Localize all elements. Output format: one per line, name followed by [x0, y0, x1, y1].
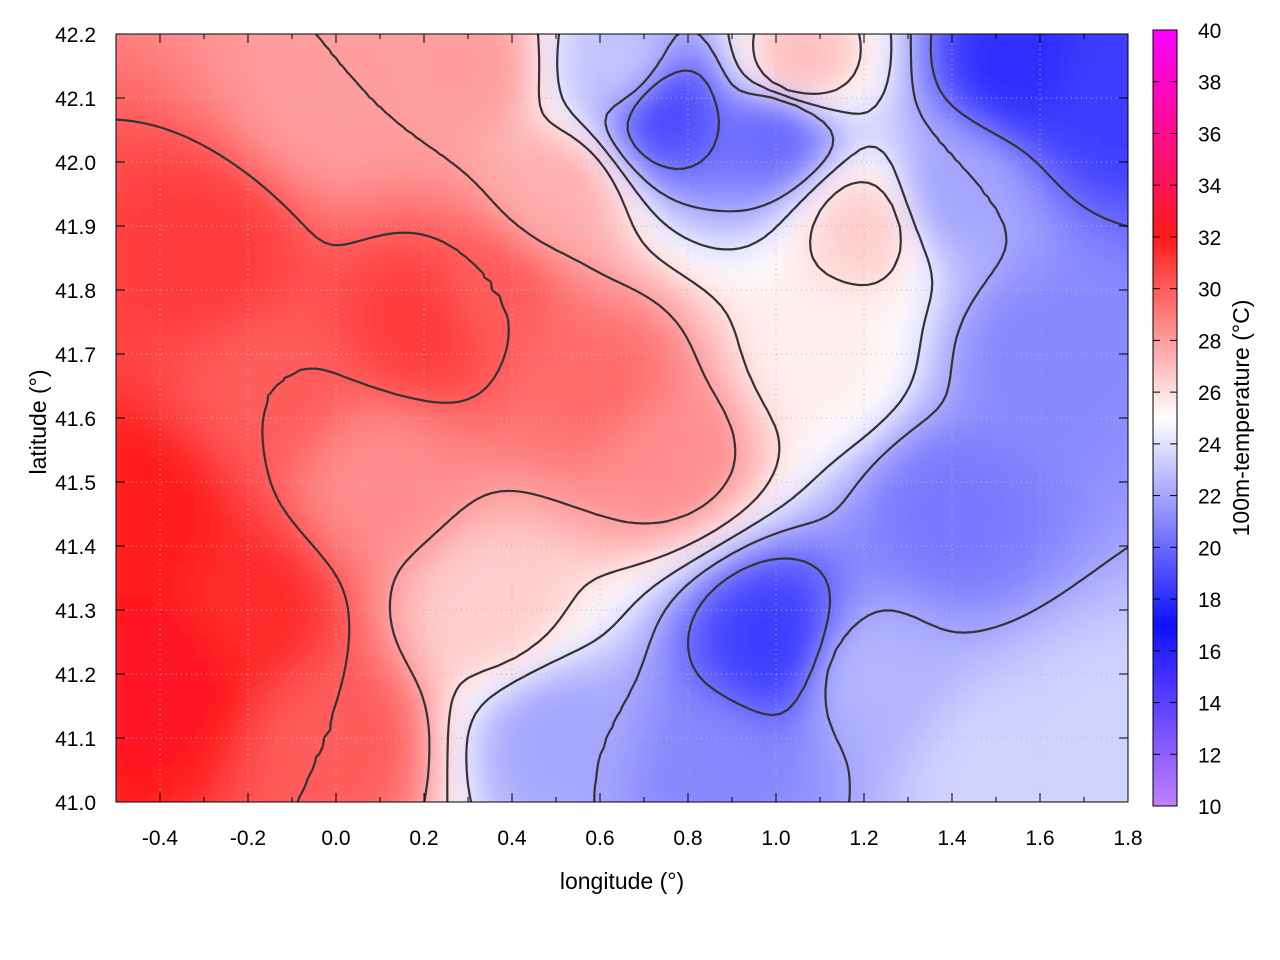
colorbar-ticks: 10 12 14 16 18 20 22 24 26 28 30 32 34 36 38 40 [1153, 20, 1222, 819]
x-tick-label: 0.4 [497, 827, 527, 850]
x-axis-label: longitude (°) [560, 868, 684, 894]
y-axis-ticks: 41.0 41.1 41.2 41.3 41.4 41.5 41.6 41.7 41.8 41.9… [55, 24, 1128, 815]
colorbar-tick-label: 18 [1198, 589, 1221, 612]
x-tick-label: 1.6 [1025, 827, 1054, 850]
y-tick-label: 41.0 [55, 792, 96, 815]
x-tick-label: 1.8 [1113, 827, 1142, 850]
colorbar-tick-label: 26 [1198, 382, 1221, 405]
colorbar-tick-label: 16 [1198, 641, 1221, 664]
x-tick-label: 0.0 [321, 827, 350, 850]
temperature-cells [116, 34, 1128, 802]
y-tick-label: 42.1 [55, 88, 96, 111]
colorbar-tick-label: 28 [1198, 330, 1221, 353]
y-tick-label: 42.0 [55, 152, 96, 175]
x-tick-label: -0.2 [230, 827, 266, 850]
x-tick-label: 0.6 [585, 827, 614, 850]
x-axis-ticks: -0.4 -0.2 0.0 0.2 0.4 0.6 0.8 1.0 1.2 1.4 1.6 1.8 [142, 34, 1143, 850]
x-tick-label: 0.2 [409, 827, 438, 850]
y-tick-label: 41.7 [55, 344, 96, 367]
contour-22 [593, 34, 1128, 802]
contour-30 [116, 118, 510, 802]
grid [116, 34, 1128, 802]
colorbar-tick-label: 20 [1198, 537, 1221, 560]
contour-26 [446, 34, 902, 802]
colorbar-tick-label: 30 [1198, 279, 1221, 302]
colorbar: 10 12 14 16 18 20 22 24 26 28 30 32 34 36 38 40 100m-te… [1152, 20, 1254, 819]
y-tick-label: 41.1 [55, 728, 96, 751]
y-tick-label: 41.8 [55, 280, 96, 303]
x-tick-label: 0.8 [673, 827, 702, 850]
y-tick-label: 41.9 [55, 216, 96, 239]
y-tick-label: 41.6 [55, 408, 96, 431]
y-tick-label: 41.3 [55, 600, 96, 623]
plot-area: -0.4 -0.2 0.0 0.2 0.4 0.6 0.8 1.0 1.2 1.4 1.6 1.8 4… [55, 24, 1143, 850]
y-tick-label: 41.5 [55, 472, 96, 495]
colorbar-label: 100m-temperature (°C) [1228, 300, 1254, 537]
colorbar-tick-label: 32 [1198, 227, 1221, 250]
colorbar-tick-label: 40 [1198, 20, 1221, 43]
y-tick-label: 41.2 [55, 664, 96, 687]
colorbar-tick-label: 34 [1198, 175, 1222, 198]
colorbar-gradient [1152, 29, 1178, 807]
colorbar-tick-label: 38 [1198, 72, 1221, 95]
x-tick-label: 1.2 [849, 827, 878, 850]
y-axis-label: latitude (°) [25, 369, 51, 474]
colorbar-tick-label: 14 [1198, 693, 1222, 716]
temperature-field [116, 34, 1128, 802]
y-tick-label: 42.2 [55, 24, 96, 47]
x-tick-label: -0.4 [142, 827, 179, 850]
colorbar-tick-label: 36 [1198, 123, 1221, 146]
colorbar-tick-label: 10 [1198, 796, 1221, 819]
colorbar-tick-label: 24 [1198, 434, 1222, 457]
x-tick-label: 1.4 [937, 827, 967, 850]
contour-24 [465, 34, 934, 802]
colorbar-tick-label: 22 [1198, 486, 1221, 509]
colorbar-tick-label: 12 [1198, 744, 1221, 767]
y-tick-label: 41.4 [55, 536, 96, 559]
x-tick-label: 1.0 [761, 827, 790, 850]
